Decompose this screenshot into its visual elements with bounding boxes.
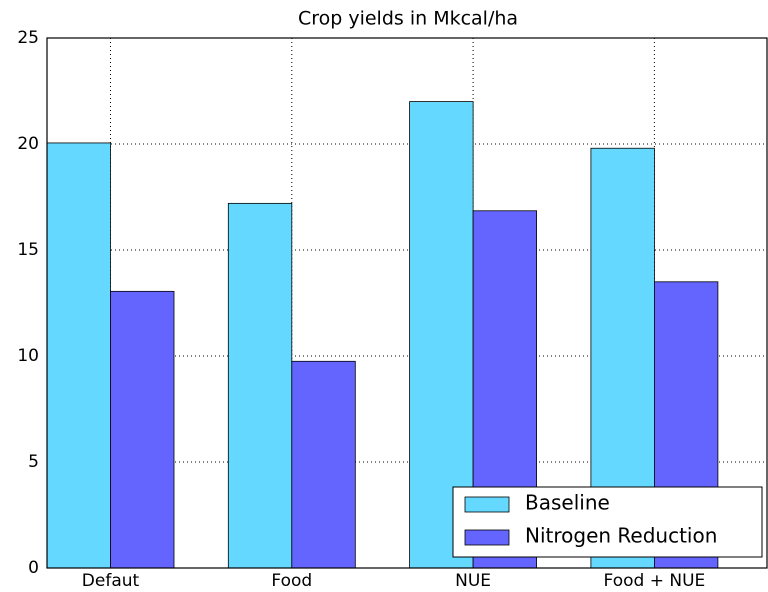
legend-swatch — [464, 529, 510, 546]
bar — [227, 202, 293, 569]
x-tick-label: NUE — [455, 571, 491, 591]
x-tick-label: Food — [271, 571, 312, 591]
bar — [46, 142, 111, 569]
y-tick-label: 25 — [17, 28, 39, 48]
x-tick-label: Defaut — [82, 571, 140, 591]
y-tick-label: 20 — [17, 134, 39, 154]
bar — [291, 360, 356, 569]
legend-label: Baseline — [525, 491, 610, 515]
y-tick-label: 5 — [28, 452, 39, 472]
y-tick-label: 10 — [17, 346, 39, 366]
x-tick-label: Food + NUE — [604, 571, 706, 591]
plot-frame — [46, 37, 768, 569]
legend-swatch — [464, 496, 510, 513]
legend-label: Nitrogen Reduction — [525, 524, 717, 548]
y-tick-label: 0 — [28, 558, 39, 578]
bar — [110, 290, 175, 569]
chart-title: Crop yields in Mkcal/ha — [298, 8, 518, 30]
y-tick-label: 15 — [17, 240, 39, 260]
